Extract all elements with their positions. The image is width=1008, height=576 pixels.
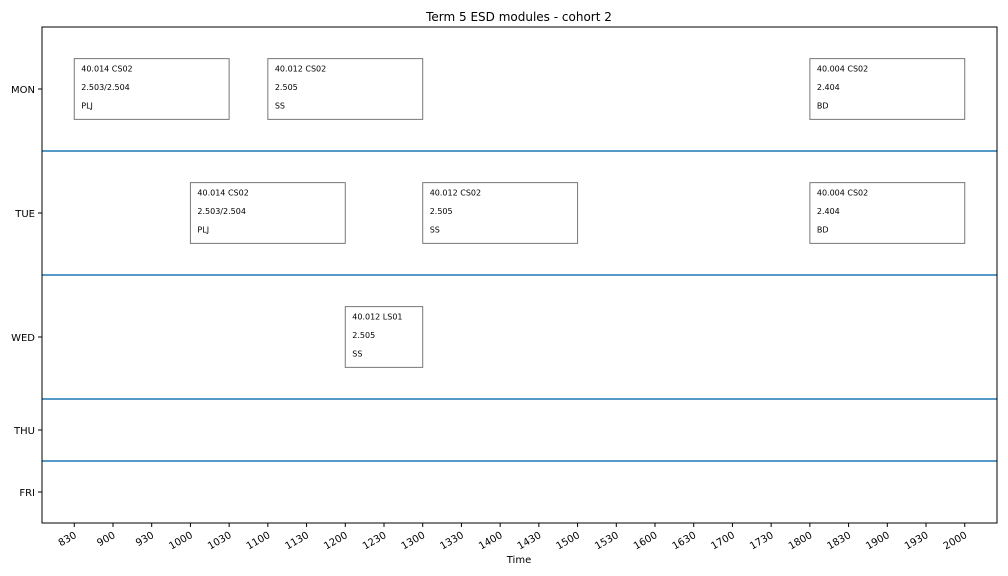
x-tick-label: 1900	[864, 530, 892, 552]
x-tick-label: 1500	[555, 530, 583, 552]
x-tick-label: 1230	[361, 530, 389, 552]
event-text: PLJ	[197, 226, 209, 235]
chart-title: Term 5 ESD modules - cohort 2	[425, 10, 612, 24]
event-box	[189, 182, 346, 244]
day-label-wed: WED	[11, 333, 35, 344]
plot-area: MON TUE WED THU FRI 830 900 930 1000 1030 1100 1130…	[11, 26, 998, 552]
x-tick-label: 1330	[438, 530, 466, 552]
x-tick-label: 1730	[748, 530, 776, 552]
event-text: 2.505	[275, 83, 298, 92]
x-tick-label: 1600	[632, 530, 660, 552]
day-label-mon: MON	[11, 85, 35, 96]
event-text: 40.012 CS02	[430, 189, 481, 198]
day-label-thu: THU	[13, 426, 35, 437]
day-label-tue: TUE	[14, 209, 35, 220]
event-text: 40.004 CS02	[817, 65, 868, 74]
day-label-fri: FRI	[19, 488, 35, 499]
x-tick-label: 1130	[284, 530, 312, 552]
x-tick-label: 1800	[787, 530, 815, 552]
x-tick-label: 2000	[942, 530, 970, 552]
x-tick-label: 1430	[516, 530, 544, 552]
event-text: BD	[817, 102, 829, 111]
x-tick-label: 1630	[671, 530, 699, 552]
event-text: SS	[352, 350, 362, 359]
event-text: 40.012 CS02	[275, 65, 326, 74]
event-box	[267, 58, 424, 120]
x-tick-label: 1700	[709, 530, 737, 552]
event-text: 2.503/2.504	[197, 207, 246, 216]
x-axis-label: Time	[506, 555, 531, 566]
event-text: 40.004 CS02	[817, 189, 868, 198]
event-box	[809, 58, 966, 120]
event-text: 40.014 CS02	[197, 189, 248, 198]
x-tick-label: 830	[57, 530, 79, 549]
event-text: 40.014 CS02	[81, 65, 132, 74]
event-text: SS	[275, 102, 285, 111]
event-text: 2.503/2.504	[81, 83, 130, 92]
x-tick-label: 1830	[826, 530, 854, 552]
x-tick-label: 1400	[477, 530, 505, 552]
event-text: BD	[817, 226, 829, 235]
x-tick-label: 1030	[206, 530, 234, 552]
event-box	[809, 182, 966, 244]
event-text: 40.012 LS01	[352, 313, 402, 322]
x-tick-label: 1530	[593, 530, 621, 552]
event-box	[422, 182, 579, 244]
x-tick-label: 1000	[167, 530, 195, 552]
x-tick-label: 1200	[322, 530, 350, 552]
x-tick-label: 930	[134, 530, 156, 549]
x-tick-label: 1930	[903, 530, 931, 552]
event-text: 2.404	[817, 83, 840, 92]
event-text: 2.404	[817, 207, 840, 216]
x-tick-label: 1100	[245, 530, 273, 552]
x-tick-label: 1300	[400, 530, 428, 552]
event-text: 2.505	[430, 207, 453, 216]
x-tick-label: 900	[95, 530, 117, 549]
event-box	[344, 306, 424, 368]
event-text: 2.505	[352, 331, 375, 340]
event-box	[73, 58, 230, 120]
plot-frame	[41, 26, 998, 524]
event-text: SS	[430, 226, 440, 235]
event-text: PLJ	[81, 102, 93, 111]
